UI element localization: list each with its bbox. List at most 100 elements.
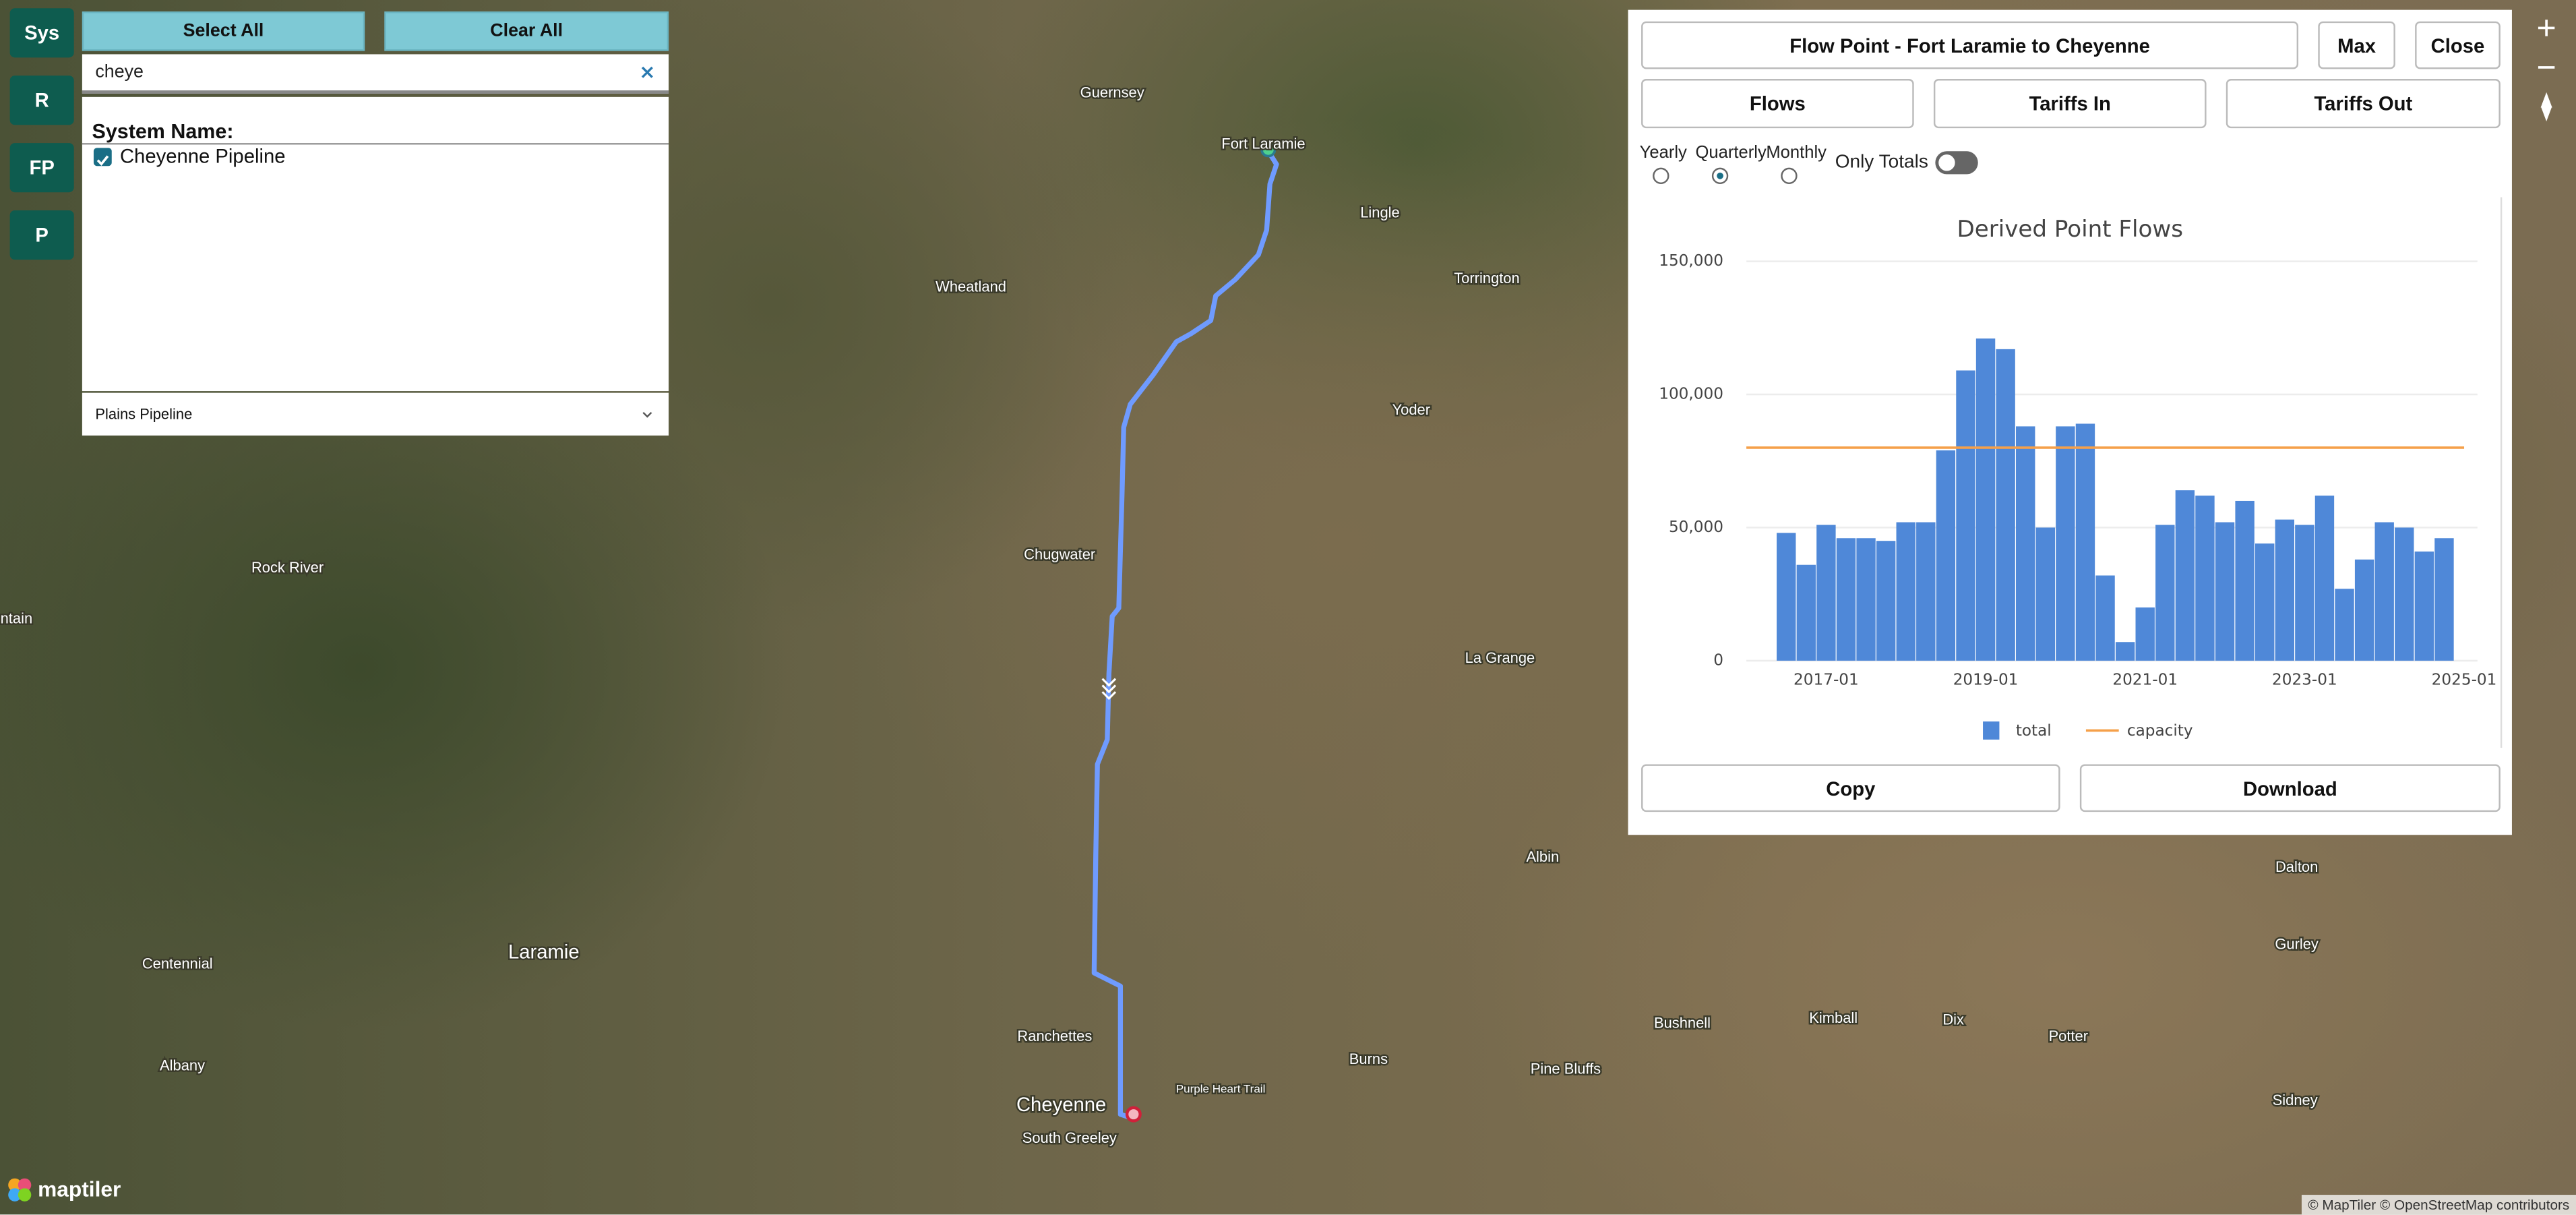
copy-button[interactable]: Copy bbox=[1641, 764, 2060, 812]
map-label: South Greeley bbox=[1022, 1129, 1117, 1146]
checkbox-label: Cheyenne Pipeline bbox=[119, 144, 286, 168]
bar bbox=[2275, 519, 2294, 661]
map-label: Sidney bbox=[2273, 1092, 2318, 1108]
bar bbox=[2335, 589, 2354, 661]
sys-button[interactable]: Sys bbox=[9, 8, 74, 58]
bar bbox=[2115, 642, 2135, 661]
legend-label: capacity bbox=[2127, 722, 2193, 740]
download-button[interactable]: Download bbox=[2079, 764, 2501, 812]
bar bbox=[2414, 551, 2434, 661]
radio[interactable] bbox=[1653, 167, 1669, 184]
bar bbox=[2374, 522, 2394, 661]
map-label: Burns bbox=[1349, 1050, 1388, 1067]
bar bbox=[1956, 370, 1975, 661]
maptiler-icon bbox=[8, 1178, 32, 1202]
map-label: Dalton bbox=[2275, 858, 2318, 875]
only-totals-toggle[interactable] bbox=[1935, 151, 1978, 175]
fp-button[interactable]: FP bbox=[9, 143, 74, 193]
map-label: Pine Bluffs bbox=[1531, 1061, 1601, 1077]
bar bbox=[1836, 538, 1856, 661]
bar bbox=[2016, 426, 2035, 661]
tab[interactable]: Flows bbox=[1641, 79, 1914, 129]
bar bbox=[1936, 450, 1956, 661]
y-tick-label: 50,000 bbox=[1669, 518, 1723, 536]
map-label: Fort Laramie bbox=[1221, 135, 1305, 152]
radio[interactable] bbox=[1781, 167, 1798, 184]
map-label: Guernsey bbox=[1080, 84, 1144, 101]
bar bbox=[1975, 338, 1996, 661]
radio-label: Yearly bbox=[1639, 143, 1687, 163]
clear-search-icon[interactable] bbox=[641, 66, 654, 80]
map-label: Albin bbox=[1526, 848, 1559, 865]
bar bbox=[1796, 564, 1816, 661]
p-button[interactable]: P bbox=[9, 210, 74, 260]
map-label: Cheyenne bbox=[1016, 1094, 1106, 1116]
map-label: Rock River bbox=[251, 559, 324, 576]
close-button[interactable]: Close bbox=[2415, 21, 2501, 69]
map-label: Dix bbox=[1942, 1011, 1964, 1028]
tab[interactable]: Tariffs Out bbox=[2226, 79, 2501, 129]
map-label: Centennial bbox=[142, 955, 213, 972]
scroll-track bbox=[2500, 197, 2503, 748]
radio-label: Monthly bbox=[1766, 143, 1827, 163]
legend-label: total bbox=[2016, 722, 2052, 740]
bar bbox=[2175, 490, 2195, 661]
bar bbox=[2255, 543, 2275, 661]
panel-title: Flow Point - Fort Laramie to Cheyenne bbox=[1641, 21, 2299, 69]
tab[interactable]: Tariffs In bbox=[1933, 79, 2207, 129]
zoom-in[interactable] bbox=[2538, 20, 2555, 36]
checkbox[interactable] bbox=[93, 148, 112, 167]
separator bbox=[82, 143, 669, 145]
group-title: System Name: bbox=[92, 119, 234, 144]
map-label: Purple Heart Trail bbox=[1176, 1083, 1266, 1096]
bar bbox=[2075, 423, 2095, 661]
bar bbox=[1876, 541, 1896, 661]
r-button[interactable]: R bbox=[9, 76, 74, 125]
map-label: ntain bbox=[1, 610, 33, 627]
legend-swatch bbox=[1983, 721, 2000, 740]
system-list: System Name: Cheyenne Pipeline bbox=[82, 96, 669, 392]
bar bbox=[1816, 525, 1836, 661]
pipeline-route[interactable] bbox=[1091, 150, 1279, 1120]
bar bbox=[2215, 522, 2235, 661]
map-label: Chugwater bbox=[1024, 546, 1095, 563]
start-marker[interactable] bbox=[1260, 142, 1277, 158]
chart-title: Derived Point Flows bbox=[1957, 216, 2183, 243]
bar bbox=[1996, 349, 2015, 661]
map-label: La Grange bbox=[1465, 649, 1535, 666]
bar bbox=[1777, 533, 1796, 661]
max-button[interactable]: Max bbox=[2318, 21, 2395, 69]
pipeline-dropdown[interactable]: Plains Pipeline bbox=[82, 392, 669, 436]
bar bbox=[2354, 559, 2374, 661]
bar bbox=[2295, 525, 2314, 661]
y-tick-label: 150,000 bbox=[1659, 252, 1723, 270]
radio-label: Quarterly bbox=[1695, 143, 1767, 163]
bar bbox=[2314, 496, 2335, 661]
clear-all-button[interactable]: Clear All bbox=[384, 11, 669, 51]
bar bbox=[2395, 527, 2414, 661]
map-label: Laramie bbox=[508, 941, 580, 963]
map-label: Ranchettes bbox=[1017, 1028, 1092, 1044]
bar bbox=[2434, 538, 2454, 661]
map-label: Wheatland bbox=[936, 278, 1006, 295]
search-text: cheye bbox=[95, 62, 144, 82]
bar bbox=[2155, 525, 2175, 661]
chart: Derived Point Flows 0 50,000 100,000 150,00… bbox=[1659, 216, 2496, 740]
bar bbox=[2095, 575, 2115, 661]
bar bbox=[1916, 522, 1936, 661]
x-tick-label: 2019-01 bbox=[1953, 672, 2019, 689]
search-input[interactable]: cheye bbox=[82, 54, 669, 94]
end-marker[interactable] bbox=[1125, 1106, 1142, 1123]
compass[interactable] bbox=[2540, 92, 2552, 122]
map-label: Lingle bbox=[1360, 204, 1400, 221]
dropdown-text: Plains Pipeline bbox=[95, 406, 193, 423]
map-label: Gurley bbox=[2275, 935, 2319, 952]
map-label: Torrington bbox=[1454, 270, 1519, 287]
map-label: Bushnell bbox=[1654, 1014, 1711, 1031]
x-tick-label: 2023-01 bbox=[2272, 672, 2337, 689]
attribution: © MapTiler © OpenStreetMap contributors bbox=[2301, 1195, 2576, 1215]
select-all-button[interactable]: Select All bbox=[82, 11, 365, 51]
radio[interactable] bbox=[1711, 167, 1729, 184]
